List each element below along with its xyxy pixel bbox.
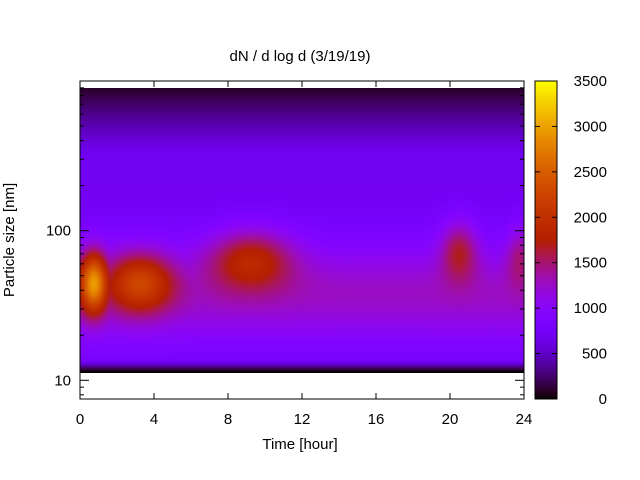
colorbar-tick-label: 1000 xyxy=(574,300,607,317)
y-axis-label: Particle size [nm] xyxy=(1,183,18,297)
x-axis: 0 4 8 12 16 20 24 xyxy=(76,81,533,428)
colorbar-tick-label: 1500 xyxy=(574,255,607,272)
x-tick-label: 12 xyxy=(294,411,311,428)
colorbar-tick-label: 2500 xyxy=(574,164,607,181)
heatmap-image xyxy=(80,88,524,373)
colorbar-ticks: 0 500 1000 1500 2000 2500 3000 3500 xyxy=(535,73,607,408)
heatmap-plot-area xyxy=(79,80,525,400)
colorbar-tick-label: 0 xyxy=(599,391,607,408)
colorbar-tick-label: 500 xyxy=(582,346,607,363)
x-tick-label: 20 xyxy=(442,411,459,428)
x-tick-label: 16 xyxy=(368,411,385,428)
y-tick-label: 100 xyxy=(46,223,71,240)
x-axis-label: Time [hour] xyxy=(262,436,337,453)
colorbar-frame xyxy=(534,80,558,400)
colorbar: 0 500 1000 1500 2000 2500 3000 3500 xyxy=(534,73,607,408)
x-tick-label: 24 xyxy=(516,411,533,428)
chart-title: dN / d log d (3/19/19) xyxy=(230,48,371,65)
x-tick-label: 8 xyxy=(224,411,232,428)
colorbar-tick-label: 3500 xyxy=(574,73,607,90)
colorbar-gradient xyxy=(535,81,557,399)
x-tick-label: 0 xyxy=(76,411,84,428)
colorbar-tick-label: 2000 xyxy=(574,209,607,226)
x-tick-label: 4 xyxy=(150,411,158,428)
y-tick-label: 10 xyxy=(54,372,71,389)
y-axis: 10 100 xyxy=(46,87,524,396)
colorbar-tick-label: 3000 xyxy=(574,118,607,135)
